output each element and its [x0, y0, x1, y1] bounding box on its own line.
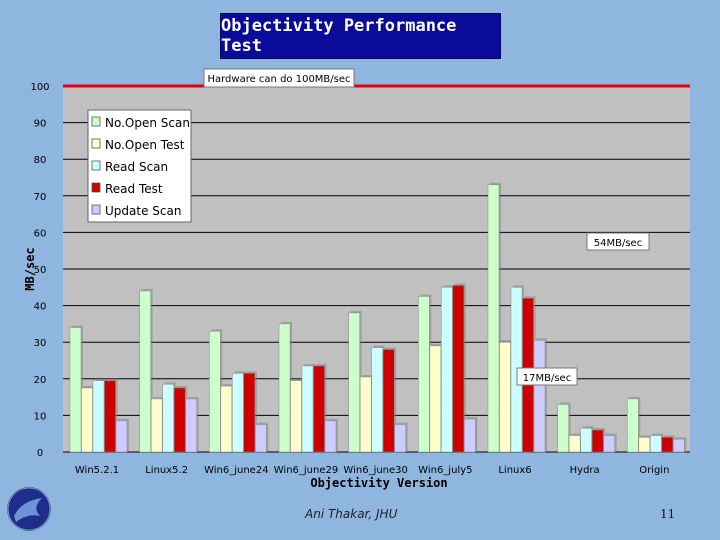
y-tick-label: 40 [34, 302, 47, 313]
bar [139, 290, 151, 453]
bar [487, 184, 500, 453]
legend-swatch [91, 204, 101, 215]
bar [603, 435, 615, 453]
bar [115, 420, 128, 453]
x-tick-label: Win6_june24 [204, 465, 268, 476]
bar [382, 349, 395, 453]
bar [464, 418, 476, 453]
bar [418, 296, 430, 453]
bar [255, 424, 267, 453]
bar [452, 285, 465, 453]
annotation-box [586, 232, 650, 251]
bar [69, 327, 82, 453]
bar [557, 404, 569, 453]
bar [348, 312, 360, 453]
legend [87, 109, 192, 223]
y-tick-label: 90 [34, 119, 47, 130]
legend-swatch [91, 138, 101, 149]
legend-label: Read Test [105, 182, 163, 196]
bar [429, 345, 442, 453]
bar [290, 380, 302, 453]
legend-swatch [91, 182, 101, 193]
annotation-label: 54MB/sec [594, 238, 642, 249]
author-footer: Ani Thakar, JHU [305, 507, 398, 521]
x-tick-label: Linux6 [498, 465, 531, 476]
x-tick-label: Win6_june29 [274, 465, 338, 476]
legend-label: No.Open Scan [105, 116, 190, 130]
jhu-logo-icon [7, 487, 51, 531]
bar [104, 380, 116, 453]
y-tick-label: 80 [34, 155, 47, 166]
y-tick-label: 60 [34, 228, 47, 239]
slide-title: Objectivity Performance Test [220, 13, 501, 59]
bar [441, 287, 453, 453]
reference-label: Hardware can do 100MB/sec [207, 74, 350, 85]
bar [209, 330, 221, 453]
legend-label: Update Scan [105, 204, 181, 218]
y-tick-label: 10 [34, 411, 47, 422]
bar [627, 398, 639, 453]
legend-swatch [91, 116, 101, 127]
bar [162, 384, 174, 453]
bar [313, 365, 325, 453]
y-tick-label: 0 [37, 448, 43, 459]
y-tick-label: 50 [34, 265, 47, 276]
bar [359, 376, 372, 453]
bar [591, 429, 604, 453]
bar [92, 380, 105, 453]
y-axis-label: MB/sec [23, 247, 37, 290]
x-axis-label: Objectivity Version [310, 476, 447, 490]
x-tick-label: Win6_june30 [343, 465, 407, 476]
legend-label: Read Scan [105, 160, 168, 174]
bar [499, 341, 511, 453]
x-tick-label: Origin [639, 465, 669, 476]
bar [673, 438, 685, 453]
bar [173, 387, 186, 453]
annotation-label: 17MB/sec [523, 373, 571, 384]
bar [371, 347, 383, 453]
reference-label-box [203, 68, 355, 88]
y-tick-label: 70 [34, 192, 47, 203]
bar [243, 373, 256, 453]
bar [278, 323, 291, 453]
bar [638, 437, 651, 453]
annotation-box [516, 367, 578, 386]
x-tick-label: Linux5.2 [145, 465, 188, 476]
y-tick-label: 100 [30, 82, 49, 93]
bar [150, 398, 163, 453]
bar [81, 387, 93, 453]
legend-label: No.Open Test [105, 138, 185, 152]
bar [324, 420, 337, 453]
x-tick-label: Win5.2.1 [75, 465, 119, 476]
bar [533, 340, 546, 453]
bar [185, 398, 197, 453]
x-tick-label: Hydra [570, 465, 600, 476]
bar [580, 427, 592, 453]
bar [220, 385, 233, 453]
page-number: 11 [660, 507, 676, 521]
bar [661, 437, 674, 453]
bar [568, 435, 581, 453]
slide-title-text: Objectivity Performance Test [221, 16, 457, 56]
bar [394, 424, 406, 453]
bar [650, 435, 662, 453]
y-tick-label: 20 [34, 375, 47, 386]
bar [232, 373, 244, 453]
legend-swatch [91, 160, 101, 171]
x-tick-label: Win6_july5 [418, 465, 472, 476]
bar [301, 365, 314, 453]
y-tick-label: 30 [34, 338, 47, 349]
